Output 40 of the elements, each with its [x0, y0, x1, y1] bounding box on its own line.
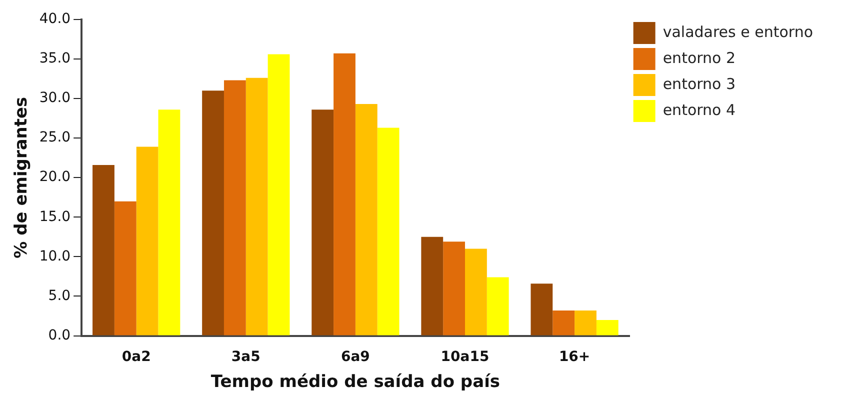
- bar: [268, 54, 290, 336]
- x-tick-label: 6a9: [340, 348, 370, 365]
- y-tick-label: 15.0: [39, 208, 71, 225]
- y-tick-label: 0.0: [48, 327, 71, 344]
- bar: [92, 164, 114, 336]
- bar: [114, 201, 136, 336]
- legend-label: entorno 4: [662, 100, 736, 119]
- y-axis-title: % de emigrantes: [12, 96, 32, 258]
- x-tick-label: 3a5: [231, 348, 260, 365]
- bar: [202, 90, 224, 336]
- bar: [355, 104, 378, 336]
- x-tick-label: 10a15: [440, 348, 490, 365]
- y-tick-label: 35.0: [39, 50, 71, 67]
- bar: [246, 78, 268, 336]
- legend-label: entorno 3: [662, 74, 736, 93]
- y-tick-label: 25.0: [39, 130, 71, 146]
- bar: [596, 320, 618, 336]
- bar: [224, 80, 246, 336]
- x-axis-title: Tempo médio de saída do país: [210, 372, 500, 392]
- y-tick-label: 10.0: [39, 248, 71, 264]
- bar: [465, 248, 487, 336]
- y-tick-label: 20.0: [39, 169, 71, 186]
- bar: [443, 242, 466, 336]
- legend-label: valadares e entorno: [662, 22, 814, 41]
- bar: [377, 128, 400, 336]
- bar: [158, 110, 180, 336]
- y-tick-label: 30.0: [39, 90, 71, 106]
- x-tick-label: 16+: [558, 348, 590, 365]
- y-tick-label: 5.0: [48, 288, 71, 304]
- bar: [421, 236, 444, 336]
- bar: [312, 110, 334, 336]
- bar: [334, 53, 356, 336]
- bar: [486, 277, 509, 336]
- bar: [552, 310, 575, 336]
- bar: [136, 146, 158, 336]
- bar: [530, 284, 553, 336]
- y-tick-label: 40.0: [39, 11, 71, 28]
- x-tick-label: 0a2: [122, 348, 151, 365]
- bar: [574, 310, 596, 336]
- legend-label: entorno 2: [662, 48, 736, 67]
